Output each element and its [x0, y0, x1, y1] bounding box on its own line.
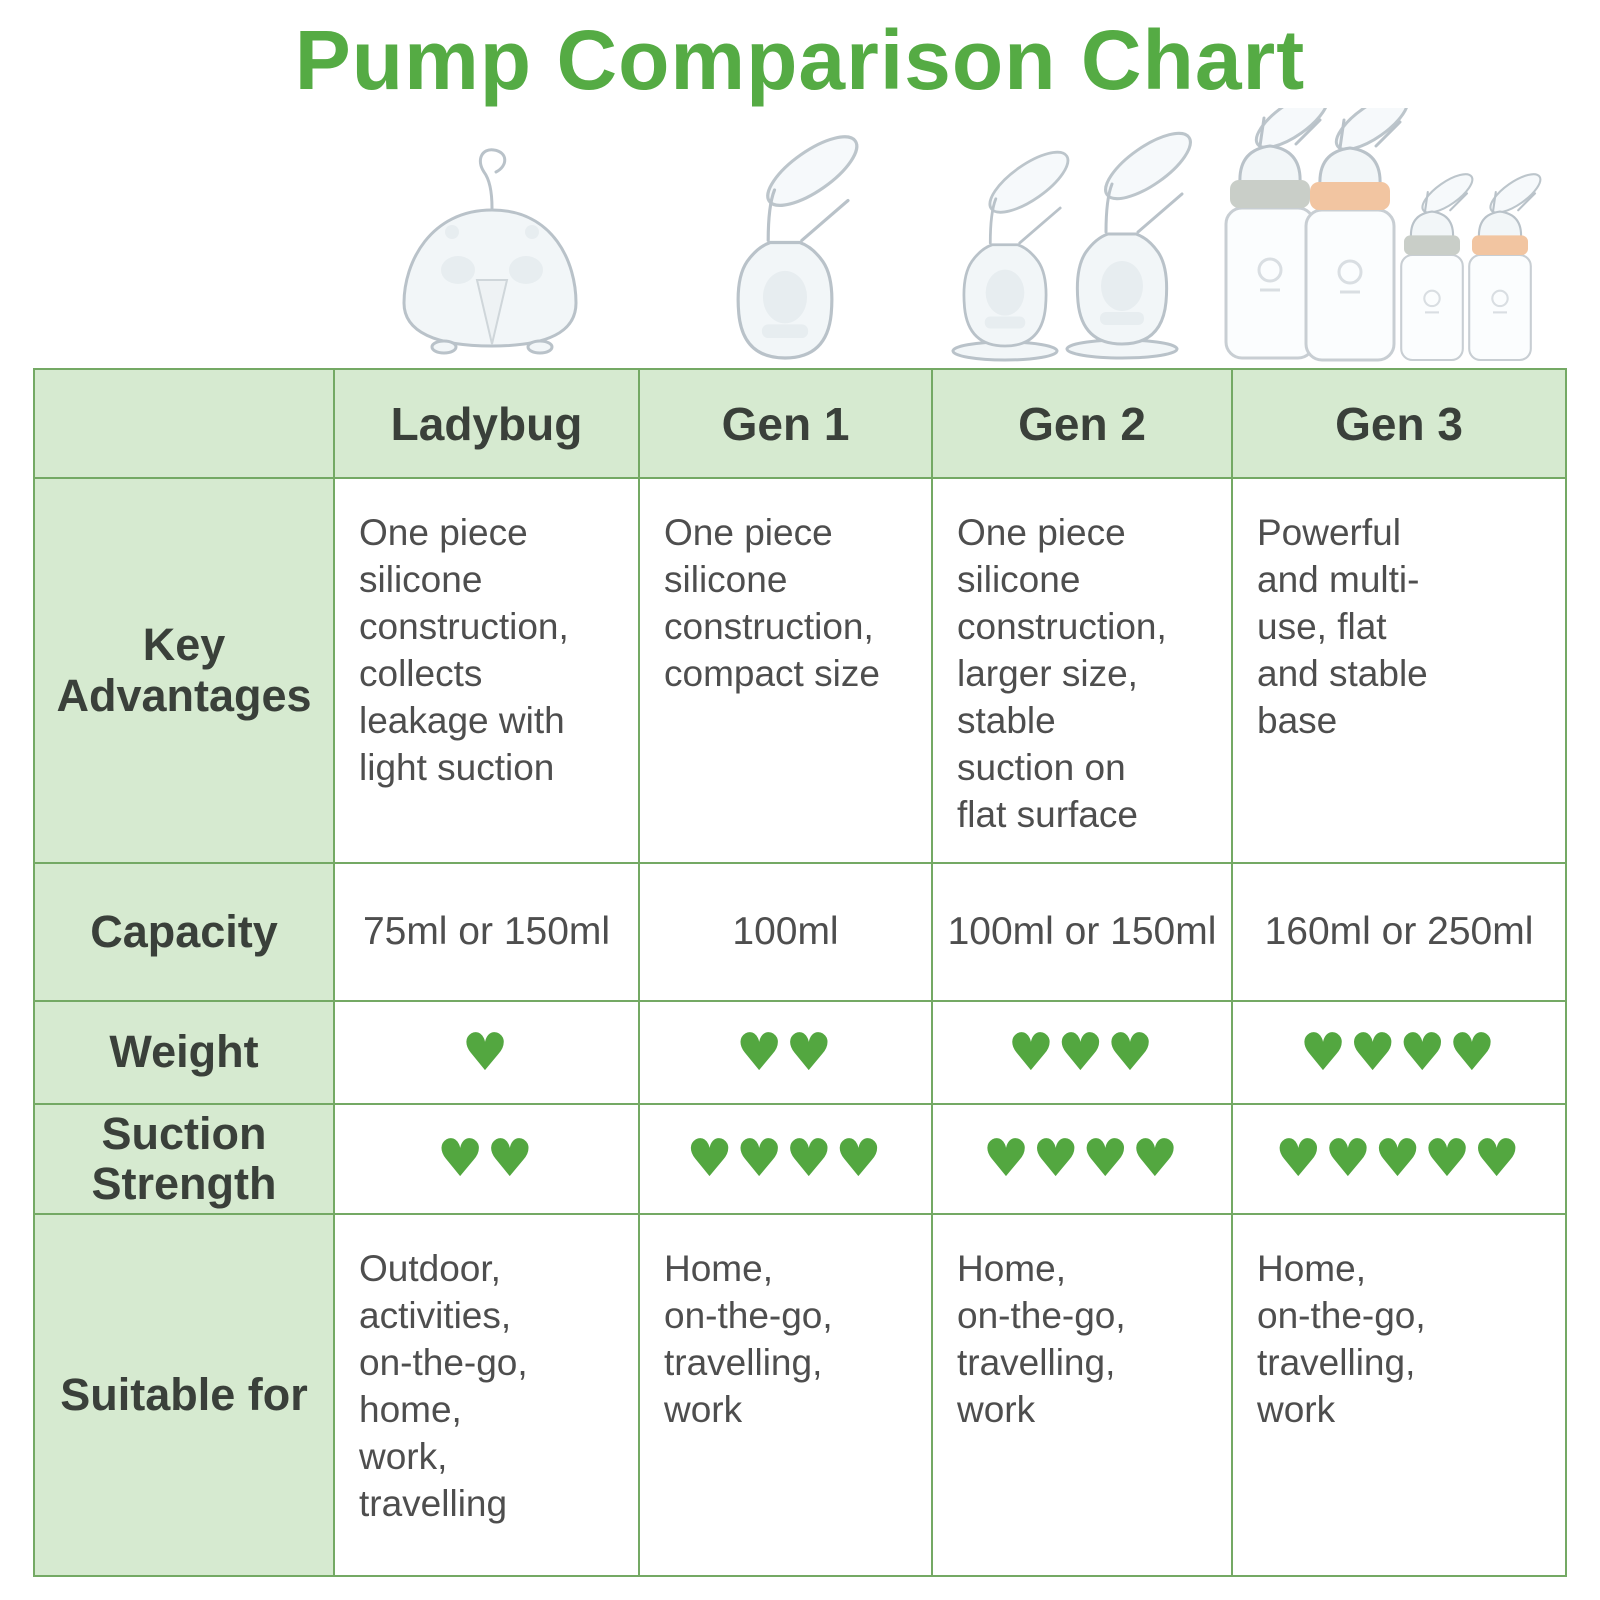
hearts-rating: ♥♥♥♥: [686, 1129, 885, 1189]
page-title: Pump Comparison Chart: [294, 13, 1306, 107]
cell-capacity-gen2: 100ml or 150ml: [933, 864, 1233, 1002]
product-images-row: [402, 108, 1547, 362]
cell-suitable-gen1: Home, on-the-go, travelling, work: [640, 1215, 933, 1575]
hearts-rating: ♥♥: [735, 1022, 836, 1083]
cell-key-advantages-ladybug: One piece silicone construction, collect…: [335, 479, 640, 864]
cell-capacity-ladybug: 75ml or 150ml: [335, 864, 640, 1002]
cell-weight-gen3: ♥♥♥♥: [1233, 1002, 1565, 1105]
hearts-rating: ♥: [461, 1022, 512, 1083]
cell-suitable-gen2: Home, on-the-go, travelling, work: [933, 1215, 1233, 1575]
cell-suitable-gen3: Home, on-the-go, travelling, work: [1233, 1215, 1565, 1575]
gen1-pump-image: [736, 123, 869, 360]
cell-suction-gen1: ♥♥♥♥: [640, 1105, 933, 1215]
row-label-key-advantages: Key Advantages: [35, 479, 335, 864]
row-label-suction-strength: Suction Strength: [35, 1105, 335, 1215]
gen2-pumps-image: [951, 120, 1202, 362]
hearts-rating: ♥♥♥♥: [1299, 1022, 1499, 1083]
cell-capacity-gen1: 100ml: [640, 864, 933, 1002]
cell-key-advantages-gen3: Powerful and multi- use, flat and stable…: [1233, 479, 1565, 864]
gen3-bottle-set-image: [1224, 108, 1547, 362]
column-header-gen2: Gen 2: [933, 370, 1233, 479]
comparison-table: Ladybug Gen 1 Gen 2 Gen 3 Key Advantages…: [33, 368, 1567, 1577]
hearts-rating: ♥♥♥♥: [982, 1129, 1182, 1189]
row-label-weight: Weight: [35, 1002, 335, 1105]
cell-key-advantages-gen2: One piece silicone construction, larger …: [933, 479, 1233, 864]
corner-cell: [35, 370, 335, 479]
cell-capacity-gen3: 160ml or 250ml: [1233, 864, 1565, 1002]
hearts-rating: ♥♥♥: [1007, 1022, 1157, 1083]
hearts-rating: ♥♥♥♥♥: [1274, 1129, 1524, 1189]
row-label-capacity: Capacity: [35, 864, 335, 1002]
cell-key-advantages-gen1: One piece silicone construction, compact…: [640, 479, 933, 864]
cell-weight-ladybug: ♥: [335, 1002, 640, 1105]
cell-suction-ladybug: ♥♥: [335, 1105, 640, 1215]
cell-weight-gen1: ♥♥: [640, 1002, 933, 1105]
hearts-rating: ♥♥: [436, 1129, 537, 1189]
cell-weight-gen2: ♥♥♥: [933, 1002, 1233, 1105]
column-header-ladybug: Ladybug: [335, 370, 640, 479]
row-label-suitable-for: Suitable for: [35, 1215, 335, 1575]
column-header-gen3: Gen 3: [1233, 370, 1565, 479]
ladybug-pump-image: [402, 148, 578, 355]
column-header-gen1: Gen 1: [640, 370, 933, 479]
cell-suction-gen2: ♥♥♥♥: [933, 1105, 1233, 1215]
cell-suitable-ladybug: Outdoor, activities, on-the-go, home, wo…: [335, 1215, 640, 1575]
cell-suction-gen3: ♥♥♥♥♥: [1233, 1105, 1565, 1215]
